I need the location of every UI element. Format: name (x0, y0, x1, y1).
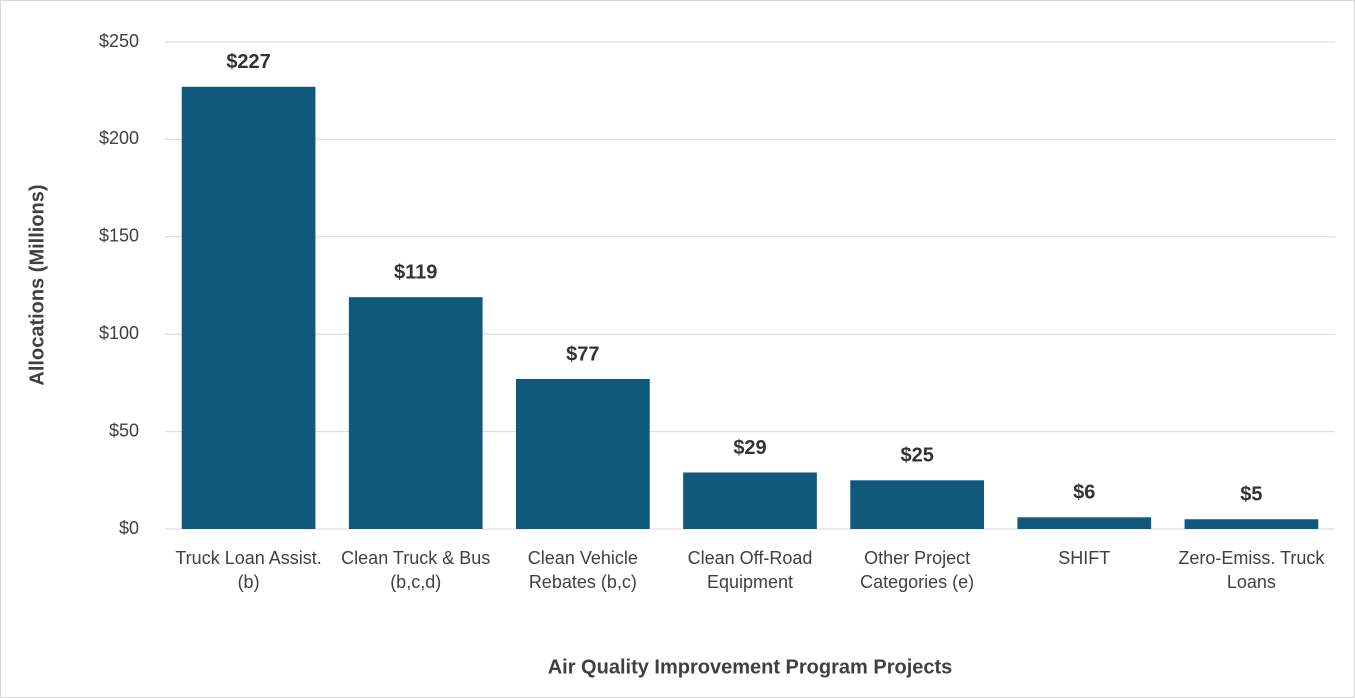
x-tick-label: Other Project Categories (e) (860, 548, 975, 592)
bar (850, 480, 984, 529)
bar (1017, 517, 1152, 529)
y-axis-title: Allocations (Millions) (26, 184, 48, 385)
x-tick-label: Truck Loan Assist. (b) (175, 548, 322, 592)
data-label: $25 (900, 445, 933, 467)
y-tick-label: $50 (109, 420, 139, 440)
bar (1184, 519, 1319, 529)
x-axis-title: Air Quality Improvement Program Projects (548, 656, 953, 678)
data-label: $29 (733, 437, 766, 459)
data-label: $6 (1073, 482, 1095, 504)
data-label: $5 (1240, 484, 1262, 506)
bar (516, 379, 650, 529)
bar (181, 86, 316, 529)
data-label: $119 (394, 261, 437, 283)
x-tick-label: Clean Vehicle Rebates (b,c) (527, 548, 638, 592)
x-tick-label: Zero-Emiss. Truck Loans (1178, 548, 1325, 592)
y-tick-label: $100 (99, 323, 139, 343)
data-label: $77 (566, 343, 599, 365)
x-tick-label: SHIFT (1058, 548, 1111, 568)
y-tick-label: $150 (99, 226, 139, 246)
x-tick-label: Clean Off-Road Equipment (687, 548, 813, 592)
y-tick-label: $250 (99, 31, 139, 51)
y-tick-label: $0 (119, 518, 139, 538)
bar (348, 297, 483, 529)
y-tick-label: $200 (99, 128, 139, 148)
bar (683, 472, 817, 529)
data-label: $227 (226, 51, 271, 73)
x-tick-label: Clean Truck & Bus (b,c,d) (341, 548, 491, 592)
